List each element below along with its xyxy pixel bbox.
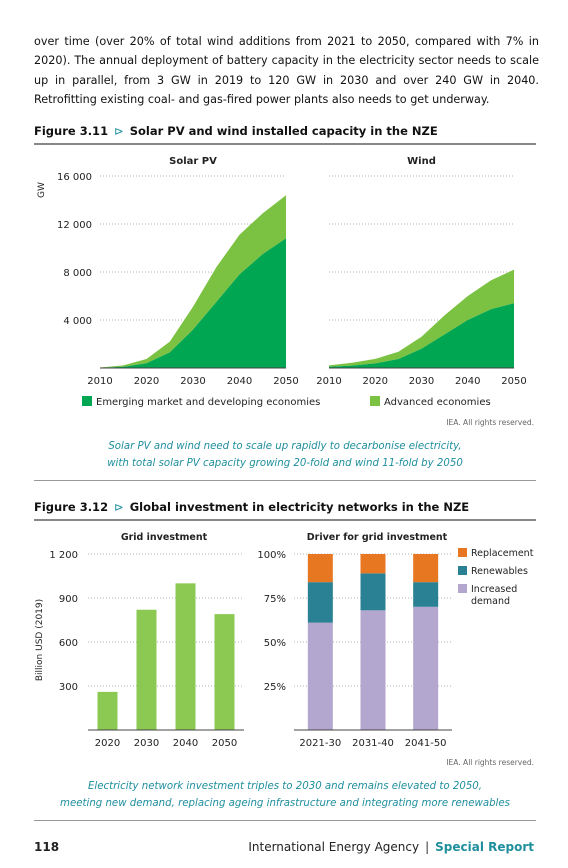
x-tick-label: 2050 xyxy=(212,738,237,749)
caption-line: with total solar PV capacity growing 20-… xyxy=(107,458,463,469)
bar-segment xyxy=(360,610,386,730)
x-tick-label: 2020 xyxy=(134,376,159,387)
bar xyxy=(214,614,235,730)
legend-label: Increased xyxy=(471,584,517,595)
figure-3-12-heading: Figure 3.12 ⊳ Global investment in electri… xyxy=(34,500,469,514)
legend-swatch xyxy=(82,396,92,406)
figure-bottom-rule xyxy=(34,480,536,481)
x-tick-label: 2010 xyxy=(316,376,341,387)
rights-note: IEA. All rights reserved. xyxy=(446,418,534,427)
footer-credit: International Energy Agency | Special Repo… xyxy=(248,840,534,854)
figure-caption: Electricity network investment triples t… xyxy=(34,778,536,812)
x-tick-label: 2040 xyxy=(227,376,252,387)
bar-segment xyxy=(413,554,439,583)
y-tick-label: 12 000 xyxy=(57,220,92,231)
y-tick-label: 50% xyxy=(264,638,286,649)
panel-title: Wind xyxy=(407,156,436,167)
caption-line: Electricity network investment triples t… xyxy=(87,781,483,792)
y-tick-label: 600 xyxy=(59,638,78,649)
legend-swatch xyxy=(458,566,467,575)
legend-label: Replacement xyxy=(471,548,534,559)
y-tick-label: 75% xyxy=(264,594,286,605)
legend-swatch xyxy=(370,396,380,406)
bar xyxy=(97,691,118,730)
x-tick-label: 2041-50 xyxy=(405,738,447,749)
figure-arrow-icon: ⊳ xyxy=(114,500,124,514)
figure-caption: Solar PV and wind need to scale up rapid… xyxy=(34,438,536,472)
area-advanced-economies xyxy=(329,269,514,367)
figure-title: Global investment in electricity network… xyxy=(129,500,470,514)
area-advanced-economies xyxy=(100,195,286,368)
x-tick-label: 2030 xyxy=(134,738,159,749)
caption-line: meeting new demand, replacing ageing inf… xyxy=(60,798,510,809)
panel-title: Grid investment xyxy=(121,532,208,543)
x-tick-label: 2030 xyxy=(409,376,434,387)
bar-segment xyxy=(360,554,386,574)
figure-title: Solar PV and wind installed capacity in … xyxy=(129,124,438,138)
body-paragraph: over time (over 20% of total wind additi… xyxy=(34,35,539,107)
figure-top-rule xyxy=(34,519,536,521)
legend-swatch xyxy=(458,548,467,557)
bar-segment xyxy=(413,606,439,730)
footer-series: Special Report xyxy=(435,840,534,854)
x-tick-label: 2050 xyxy=(273,376,298,387)
x-tick-label: 2050 xyxy=(501,376,526,387)
bar xyxy=(175,583,196,730)
y-tick-label: 100% xyxy=(257,550,286,561)
footer-org: International Energy Agency xyxy=(248,840,420,854)
x-tick-label: 2031-40 xyxy=(352,738,394,749)
panel-title: Solar PV xyxy=(169,156,217,167)
figure-arrow-icon: ⊳ xyxy=(114,124,124,138)
x-tick-label: 2021-30 xyxy=(299,738,341,749)
x-tick-label: 2040 xyxy=(173,738,198,749)
y-tick-label: 25% xyxy=(264,682,286,693)
figure-number: Figure 3.12 xyxy=(34,500,109,514)
y-tick-label: 1 200 xyxy=(49,550,78,561)
x-tick-label: 2040 xyxy=(455,376,480,387)
y-tick-label: 300 xyxy=(59,682,78,693)
figure-top-rule xyxy=(34,143,536,145)
bar-segment xyxy=(413,582,439,607)
figure-3-12-chart: Grid investment 1 200 900 600 300 Billion USD… xyxy=(35,532,534,749)
y-tick-label: 16 000 xyxy=(57,172,92,183)
page-number: 118 xyxy=(34,840,60,854)
legend-label: Advanced economies xyxy=(384,397,491,408)
figure-bottom-rule xyxy=(34,820,536,821)
x-tick-label: 2010 xyxy=(87,376,112,387)
legend-label: Emerging market and developing economies xyxy=(96,397,320,408)
area-emerging-economies xyxy=(329,303,514,368)
x-tick-label: 2020 xyxy=(95,738,120,749)
x-tick-label: 2030 xyxy=(180,376,205,387)
y-tick-label: 8 000 xyxy=(63,268,92,279)
bar xyxy=(136,609,157,730)
y-tick-label: 4 000 xyxy=(63,316,92,327)
figure-3-11-chart: Solar PV 16 000 12 000 8 000 4 000 2010 2020 20… xyxy=(37,156,527,408)
y-axis-label: Billion USD (2019) xyxy=(35,599,45,681)
bar-segment xyxy=(360,573,386,611)
bar-segment xyxy=(307,554,333,583)
caption-line: Solar PV and wind need to scale up rapid… xyxy=(108,441,462,452)
panel-title: Driver for grid investment xyxy=(307,532,448,543)
legend-label: Renewables xyxy=(471,566,528,577)
legend-swatch xyxy=(458,584,467,593)
rights-note: IEA. All rights reserved. xyxy=(446,758,534,767)
legend-label: demand xyxy=(471,596,510,607)
footer-separator: | xyxy=(425,840,430,854)
figure-number: Figure 3.11 xyxy=(34,124,109,138)
bar-segment xyxy=(307,622,333,730)
area-emerging-economies xyxy=(100,238,286,368)
figure-3-11-heading: Figure 3.11 ⊳ Solar PV and wind installed … xyxy=(34,124,438,138)
y-tick-label: 900 xyxy=(59,594,78,605)
bar-segment xyxy=(307,582,333,623)
y-axis-label: GW xyxy=(37,182,47,198)
x-tick-label: 2020 xyxy=(363,376,388,387)
